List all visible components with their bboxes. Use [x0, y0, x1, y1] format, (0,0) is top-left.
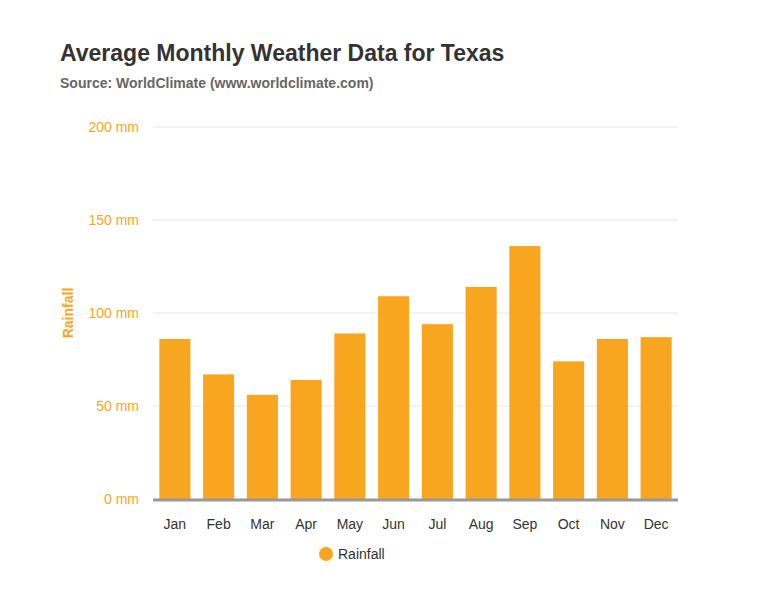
- bar: [641, 337, 672, 499]
- x-tick-label: Oct: [558, 516, 580, 532]
- bars: [159, 246, 671, 499]
- x-axis-line: [153, 499, 678, 502]
- legend-label: Rainfall: [338, 546, 385, 562]
- x-tick-label: Jan: [164, 516, 187, 532]
- chart-container: Average Monthly Weather Data for Texas So…: [0, 0, 760, 612]
- title: Average Monthly Weather Data for Texas: [60, 40, 504, 66]
- x-tick-label: Apr: [295, 516, 317, 532]
- x-tick-label: Mar: [250, 516, 274, 532]
- bar: [203, 374, 234, 499]
- y-axis-label: Rainfall: [60, 288, 76, 339]
- bar: [247, 395, 278, 499]
- legend-marker: [319, 547, 333, 561]
- bar: [466, 287, 497, 499]
- x-tick-label: Jul: [428, 516, 446, 532]
- x-tick-label: Feb: [207, 516, 231, 532]
- bar: [509, 246, 540, 499]
- y-tick-label: 50 mm: [96, 398, 139, 414]
- grid-line: [153, 499, 678, 500]
- grid: [153, 127, 678, 499]
- y-tick-label: 0 mm: [104, 491, 139, 507]
- legend: Rainfall: [319, 546, 385, 562]
- x-tick-label: May: [337, 516, 363, 532]
- grid-line: [153, 127, 678, 128]
- x-tick-label: Aug: [469, 516, 494, 532]
- grid-line: [153, 313, 678, 314]
- y-tick-label: 150 mm: [88, 212, 139, 228]
- grid-line: [153, 220, 678, 221]
- chart-svg: Average Monthly Weather Data for Texas So…: [0, 0, 760, 612]
- bar: [378, 296, 409, 499]
- bar: [334, 333, 365, 499]
- x-tick-label: Sep: [512, 516, 537, 532]
- x-tick-label: Jun: [382, 516, 405, 532]
- bar: [553, 361, 584, 499]
- bar: [159, 339, 190, 499]
- x-tick-label: Nov: [600, 516, 625, 532]
- x-tick-label: Dec: [644, 516, 669, 532]
- y-tick-label: 100 mm: [88, 305, 139, 321]
- bar: [291, 380, 322, 499]
- bar: [597, 339, 628, 499]
- bar: [422, 324, 453, 499]
- y-tick-label: 200 mm: [88, 119, 139, 135]
- subtitle: Source: WorldClimate (www.worldclimate.c…: [60, 75, 374, 91]
